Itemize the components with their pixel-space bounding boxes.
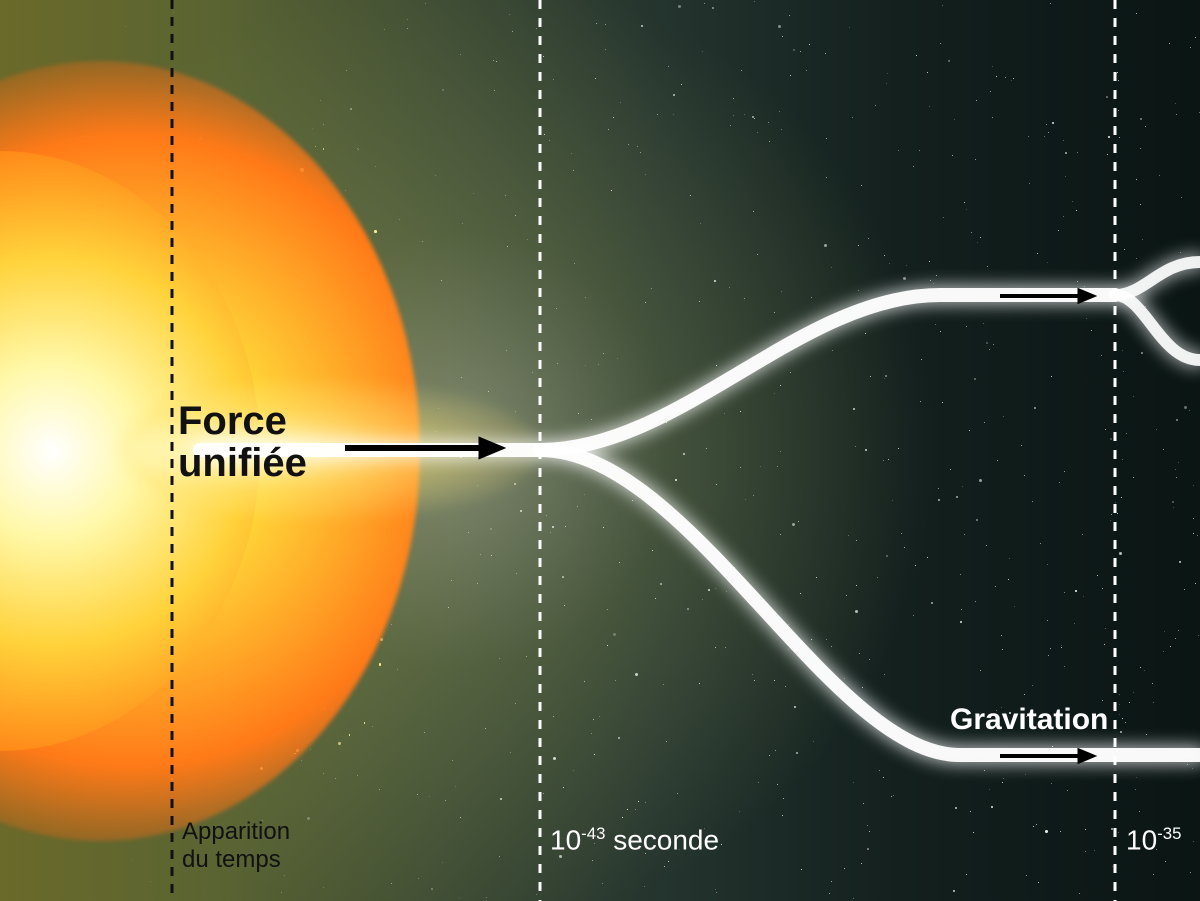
- time-t1-label: 10-43 seconde: [550, 824, 719, 856]
- time-t2-label: 10-35: [1126, 824, 1181, 856]
- diagram-stage: Force unifiée Gravitation Apparition du …: [0, 0, 1200, 901]
- time-origin-label: Apparition du temps: [182, 818, 290, 873]
- unified-force-label: Force unifiée: [178, 400, 307, 484]
- gravitation-label: Gravitation: [950, 703, 1108, 737]
